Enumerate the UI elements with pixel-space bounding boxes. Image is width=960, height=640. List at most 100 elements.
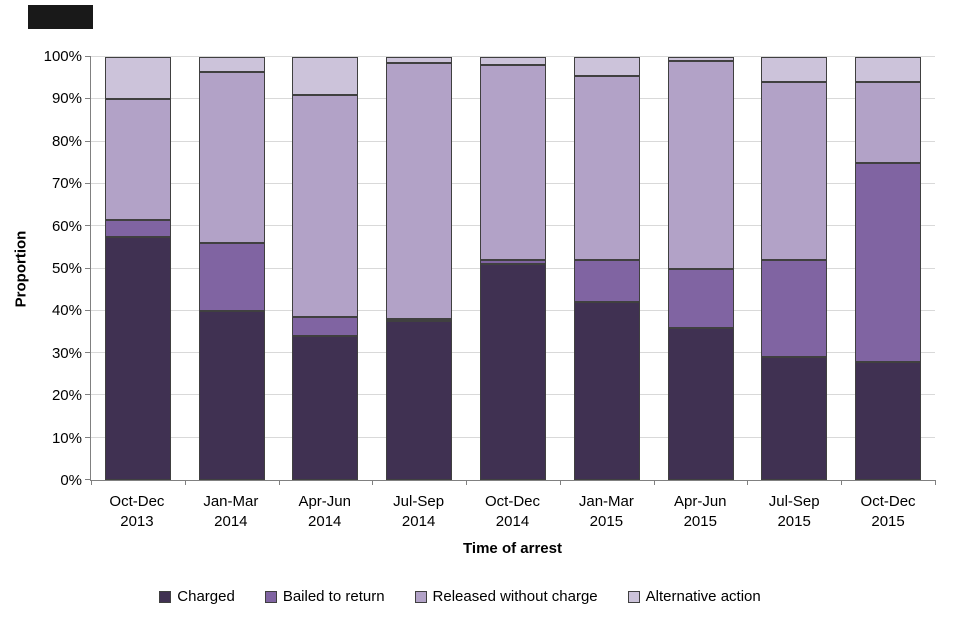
released-without-charge-segment — [573, 76, 640, 261]
y-tick-mark — [85, 140, 91, 142]
x-tick-quarter: Oct-Dec — [860, 493, 916, 510]
x-tick-mark — [184, 480, 186, 485]
x-tick-quarter: Oct-Dec — [484, 493, 541, 510]
y-tick-label: 50% — [51, 260, 82, 277]
released-without-charge-segment — [292, 95, 359, 318]
charged-segment — [761, 357, 828, 480]
bailed-to-return-segment — [855, 162, 922, 362]
released-without-charge-segment — [480, 65, 547, 261]
bar-apr-jun-2015 — [667, 57, 734, 480]
released-without-charge-segment — [855, 82, 922, 163]
x-tick-mark — [372, 480, 374, 485]
bailed-to-return-segment — [480, 260, 547, 265]
legend-marker — [414, 590, 427, 603]
y-tick-mark — [85, 267, 91, 269]
bar-slot — [279, 57, 373, 480]
x-tick-mark — [935, 480, 936, 485]
x-tick-mark — [278, 480, 280, 485]
charged-segment — [104, 236, 171, 480]
x-tick-quarter: Jan-Mar — [578, 493, 634, 510]
charged-segment — [386, 321, 453, 480]
x-tick-mark — [653, 480, 655, 485]
bar-jul-sep-2014 — [386, 57, 453, 480]
legend: Charged Bailed to return Released without … — [0, 588, 920, 605]
x-tick-label: Apr-Jun 2015 — [674, 492, 727, 532]
bar-slot — [466, 57, 560, 480]
y-tick-label: 60% — [51, 217, 82, 235]
alternative-action-segment — [855, 57, 922, 83]
bar-apr-jun-2014 — [292, 57, 359, 480]
x-tick-quarter: Apr-Jun — [674, 493, 727, 510]
x-tick-mark — [841, 480, 843, 485]
y-tick-mark — [85, 56, 91, 57]
legend-item-alternative-action: Alternative action — [627, 588, 761, 605]
bar-jan-mar-2015 — [573, 57, 640, 480]
y-axis-tick-labels: 0% 10% 20% 30% 40% 50% 60% 70% 80% 90% 100% — [0, 48, 82, 489]
y-tick-mark — [85, 394, 91, 396]
gridline — [91, 56, 935, 57]
x-tick-year: 2014 — [401, 513, 436, 530]
x-tick-label: Apr-Jun 2014 — [298, 492, 351, 532]
y-tick-label: 30% — [51, 344, 82, 362]
legend-label: Released without charge — [432, 588, 598, 605]
y-tick-label: 70% — [51, 175, 82, 193]
plot-area — [85, 56, 936, 485]
x-tick-mark — [747, 480, 749, 485]
alternative-action-segment — [573, 57, 640, 77]
legend-item-charged: Charged — [159, 588, 235, 605]
charged-segment — [855, 361, 922, 480]
x-tick-label: Jul-Sep 2014 — [393, 492, 444, 532]
bailed-to-return-segment — [761, 260, 828, 358]
released-without-charge-segment — [104, 99, 171, 220]
bar-slot — [560, 57, 654, 480]
legend-marker — [159, 590, 172, 603]
x-tick-year: 2014 — [214, 513, 248, 530]
y-tick-mark — [85, 225, 91, 227]
x-tick-quarter: Apr-Jun — [298, 493, 351, 510]
legend-item-released-without-charge: Released without charge — [414, 588, 598, 605]
legend-item-bailed-to-return: Bailed to return — [264, 588, 385, 605]
bar-slot — [185, 57, 279, 480]
x-tick-mark — [91, 480, 92, 485]
x-tick-quarter: Jan-Mar — [203, 493, 259, 510]
legend-marker — [264, 590, 277, 603]
y-tick-mark — [85, 436, 91, 438]
x-tick-quarter: Jul-Sep — [768, 493, 820, 510]
legend-label: Alternative action — [645, 588, 761, 605]
alternative-action-segment — [104, 57, 171, 100]
released-without-charge-segment — [761, 82, 828, 261]
x-tick-label: Jul-Sep 2015 — [769, 492, 820, 532]
released-without-charge-segment — [667, 61, 734, 269]
y-tick-mark — [85, 309, 91, 311]
alternative-action-segment — [198, 57, 265, 72]
charged-segment — [480, 264, 547, 480]
y-tick-mark — [85, 98, 91, 100]
y-tick-mark — [85, 182, 91, 184]
legend-label: Charged — [177, 588, 235, 605]
bar-jan-mar-2014 — [198, 57, 265, 480]
y-tick-label: 0% — [60, 472, 82, 489]
charged-segment — [198, 310, 265, 480]
x-tick-label: Jan-Mar 2015 — [579, 492, 634, 532]
bailed-to-return-segment — [667, 268, 734, 328]
bar-slot — [841, 57, 935, 480]
bailed-to-return-segment — [573, 260, 640, 303]
x-tick-year: 2014 — [308, 513, 342, 530]
charged-segment — [573, 302, 640, 480]
alternative-action-segment — [480, 57, 547, 66]
bar-oct-dec-2015 — [855, 57, 922, 480]
x-tick-year: 2014 — [495, 513, 530, 530]
released-without-charge-segment — [198, 71, 265, 244]
y-tick-label: 20% — [51, 387, 82, 405]
legend-marker — [627, 590, 640, 603]
x-tick-mark — [466, 480, 468, 485]
bar-jul-sep-2015 — [761, 57, 828, 480]
top-left-dark-box — [28, 5, 93, 29]
y-tick-label: 100% — [43, 48, 82, 65]
bar-slot — [91, 57, 185, 480]
bailed-to-return-segment — [198, 243, 265, 311]
y-tick-label: 80% — [51, 132, 82, 150]
released-without-charge-segment — [386, 63, 453, 320]
x-tick-quarter: Jul-Sep — [393, 493, 445, 510]
